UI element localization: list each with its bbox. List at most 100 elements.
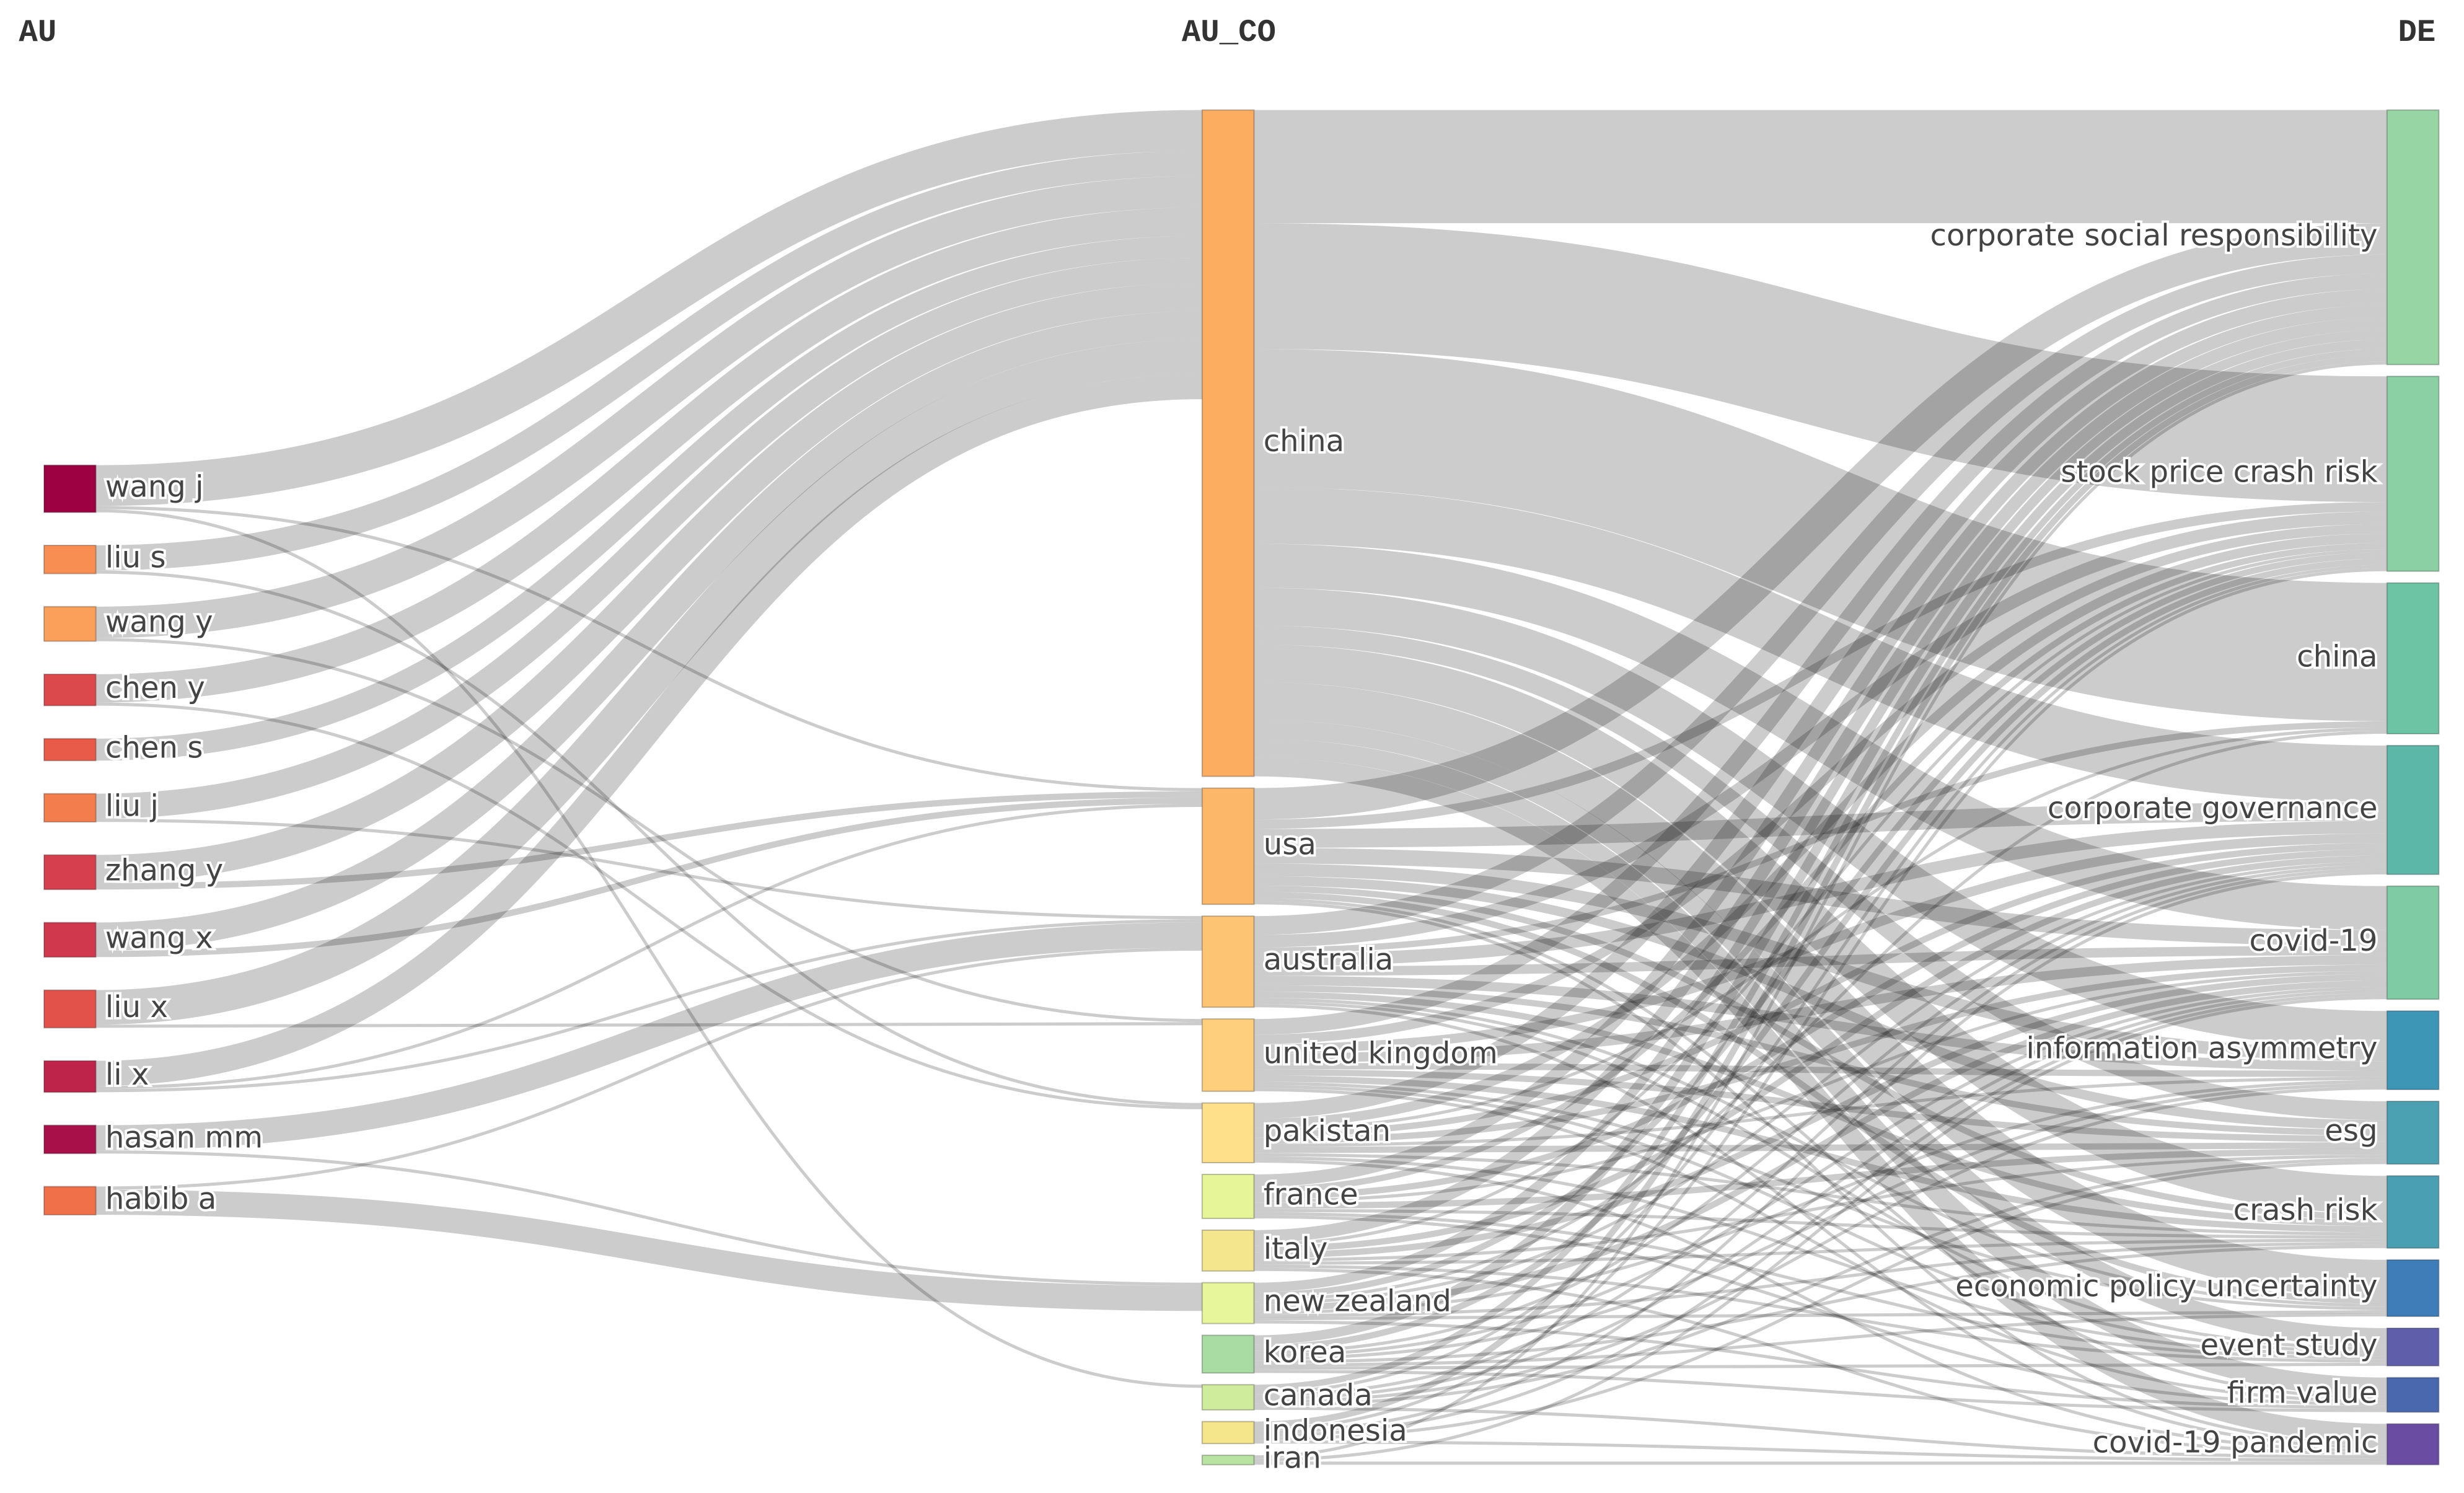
link: [1254, 997, 2387, 1307]
node-label: chen s: [105, 731, 203, 765]
link: [1254, 1264, 2387, 1363]
link: [1254, 330, 2387, 1292]
link: [1254, 871, 2387, 1435]
link: [1254, 552, 2387, 1299]
column-title: AU: [19, 15, 56, 51]
link: [1254, 1004, 2387, 1449]
link: [95, 151, 1202, 571]
link: [1254, 976, 2387, 1071]
link: [1254, 730, 2387, 1302]
link: [95, 506, 1202, 791]
link: [1254, 549, 2387, 1246]
link: [1254, 971, 2387, 1203]
link: [1254, 254, 2387, 935]
link: [1254, 1156, 2387, 1357]
column-title: DE: [2398, 15, 2435, 51]
link: [1254, 361, 2387, 1459]
node: [2386, 1010, 2440, 1091]
node-label: event study: [2201, 1328, 2378, 1362]
link: [1254, 987, 2387, 1357]
node-label: pakistan: [1264, 1114, 1391, 1148]
node-label: usa: [1264, 827, 1316, 861]
node-label: covid-19 pandemic: [2093, 1425, 2378, 1460]
link: [1254, 1080, 2387, 1315]
link: [1254, 1310, 2387, 1321]
node: [1201, 1018, 1255, 1092]
link: [1254, 524, 2387, 1044]
link: [1254, 1362, 2387, 1370]
link: [1254, 544, 2387, 930]
link: [95, 947, 1202, 1190]
link: [1254, 720, 2387, 1347]
link: [1254, 1267, 2387, 1456]
node: [1201, 1173, 1255, 1219]
link: [1254, 876, 2387, 1130]
node-label: crash risk: [2233, 1193, 2378, 1228]
link: [1254, 727, 2387, 1132]
node: [43, 1124, 97, 1155]
link: [1254, 1088, 2387, 1403]
node-label: economic policy uncertainty: [1955, 1269, 2377, 1303]
node: [1201, 1282, 1255, 1324]
link: [1254, 304, 2387, 1187]
link: [1254, 1086, 2387, 1404]
link: [1254, 1370, 2387, 1412]
node-label: new zealand: [1264, 1284, 1451, 1319]
link: [95, 1022, 1202, 1028]
node: [2386, 1423, 2440, 1466]
node-label: corporate governance: [2048, 791, 2378, 826]
link: [1254, 1159, 2387, 1453]
node: [2386, 582, 2440, 734]
node-label: korea: [1264, 1335, 1347, 1370]
node-label: stock price crash risk: [2061, 454, 2377, 489]
node-label: australia: [1264, 943, 1394, 977]
link: [95, 797, 1202, 958]
node-label: liu s: [105, 540, 166, 575]
link: [1254, 821, 2387, 967]
link: [95, 339, 1202, 1025]
node-label: china: [2297, 639, 2377, 674]
node-label: esg: [2325, 1114, 2377, 1148]
link: [1254, 543, 2387, 1194]
link: [1254, 644, 2387, 1214]
node-label: italy: [1264, 1231, 1328, 1266]
node-label: liu x: [105, 990, 168, 1024]
link: [1254, 348, 2387, 721]
link: [95, 236, 1202, 761]
link: [1254, 974, 2387, 1259]
link: [95, 509, 1202, 1388]
link: [1254, 861, 2387, 1305]
node: [1201, 1455, 1255, 1466]
link: [1254, 901, 2387, 1446]
node: [1201, 787, 1255, 905]
link: [1254, 802, 2387, 848]
link: [1254, 721, 2387, 954]
link: [1254, 757, 2387, 1443]
link: [1254, 985, 2387, 1136]
link: [1254, 568, 2387, 1431]
node: [2386, 1100, 2440, 1165]
node-label: hasan mm: [105, 1120, 263, 1155]
link: [1254, 317, 2387, 1243]
link: [1254, 533, 2387, 1129]
link: [1254, 348, 2387, 1391]
node: [43, 464, 97, 513]
link: [1254, 885, 2387, 1220]
link: [1254, 223, 2387, 820]
link: [1254, 1155, 2387, 1262]
link: [1254, 980, 2387, 1311]
link: [1254, 565, 2387, 1394]
link: [1254, 289, 2387, 1119]
link: [1254, 355, 2387, 1428]
link: [1254, 1075, 2387, 1233]
link: [1254, 502, 2387, 829]
link: [1254, 865, 2387, 1354]
link: [1254, 558, 2387, 1351]
link: [1254, 1313, 2387, 1367]
link: [1254, 1212, 2387, 1360]
node: [1201, 1384, 1255, 1411]
node: [2386, 1376, 2440, 1413]
link: [1254, 339, 2387, 1345]
link: [1254, 1158, 2387, 1407]
